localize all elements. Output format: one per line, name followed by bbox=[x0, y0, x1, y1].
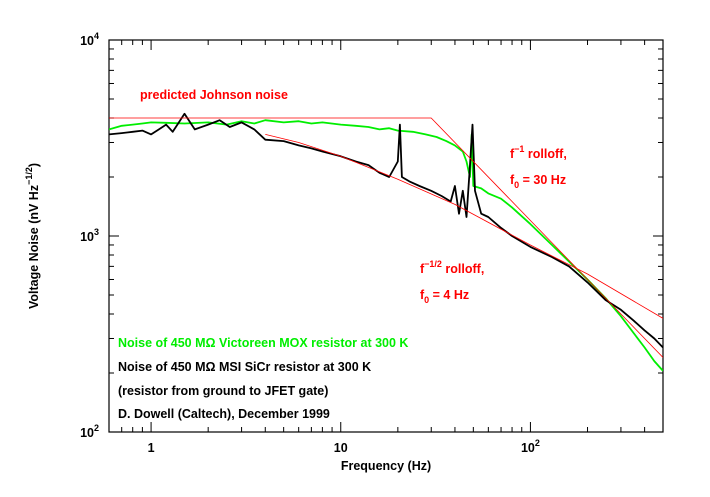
annotation: predicted Johnson noise bbox=[140, 88, 288, 102]
x-axis-label: Frequency (Hz) bbox=[341, 459, 431, 473]
legend-entry: Noise of 450 MΩ MSI SiCr resistor at 300… bbox=[118, 360, 371, 374]
text-part: f bbox=[420, 288, 425, 302]
text-part: 0 bbox=[514, 180, 519, 190]
legend-entry: Noise of 450 MΩ Victoreen MOX resistor a… bbox=[118, 336, 408, 350]
text-part: rolloff, bbox=[442, 262, 484, 276]
text-part: −1/2 bbox=[424, 259, 442, 269]
x-tick-label: 1 bbox=[148, 441, 155, 455]
tick-exponent: 2 bbox=[535, 438, 540, 448]
text-part: rolloff, bbox=[524, 147, 566, 161]
tick-exponent: 2 bbox=[94, 423, 99, 433]
text-part: f bbox=[510, 147, 515, 161]
text-part: D. Dowell (Caltech), December 1999 bbox=[118, 407, 330, 421]
text-part: f bbox=[420, 262, 425, 276]
text-part: = 4 Hz bbox=[429, 288, 469, 302]
series-line bbox=[265, 134, 663, 319]
text-part: = 30 Hz bbox=[519, 173, 566, 187]
text-part: −1 bbox=[514, 144, 524, 154]
text-part: predicted Johnson noise bbox=[140, 88, 288, 102]
tick-exponent: 3 bbox=[94, 227, 99, 237]
text-part: 0 bbox=[424, 295, 429, 305]
text-part: f bbox=[510, 173, 515, 187]
text-part: Voltage Noise (nV Hz bbox=[27, 185, 41, 309]
series-line bbox=[109, 112, 663, 349]
text-part: ) bbox=[27, 163, 41, 167]
tick-base: 10 bbox=[521, 441, 535, 455]
tick-base: 10 bbox=[80, 230, 94, 244]
text-part: −1/2 bbox=[24, 167, 34, 185]
annotation: D. Dowell (Caltech), December 1999 bbox=[118, 407, 330, 421]
annotation: (resistor from ground to JFET gate) bbox=[118, 384, 328, 398]
annotation: f0 = 4 Hz bbox=[420, 288, 469, 305]
tick-exponent: 4 bbox=[94, 31, 99, 41]
y-tick-label: 102 bbox=[80, 423, 99, 440]
y-axis-label: Voltage Noise (nV Hz−1/2) bbox=[24, 163, 41, 309]
series-line bbox=[109, 119, 663, 372]
series-line bbox=[109, 117, 663, 358]
y-tick-label: 103 bbox=[80, 227, 99, 244]
text-part: (resistor from ground to JFET gate) bbox=[118, 384, 328, 398]
tick-base: 10 bbox=[80, 426, 94, 440]
y-tick-label: 104 bbox=[80, 31, 99, 48]
tick-base: 10 bbox=[80, 34, 94, 48]
annotation: f−1/2 rolloff, bbox=[420, 259, 484, 276]
x-tick-label: 10 bbox=[334, 441, 348, 455]
annotation: f0 = 30 Hz bbox=[510, 173, 566, 190]
x-tick-label: 102 bbox=[521, 438, 540, 455]
annotation: f−1 rolloff, bbox=[510, 144, 567, 161]
